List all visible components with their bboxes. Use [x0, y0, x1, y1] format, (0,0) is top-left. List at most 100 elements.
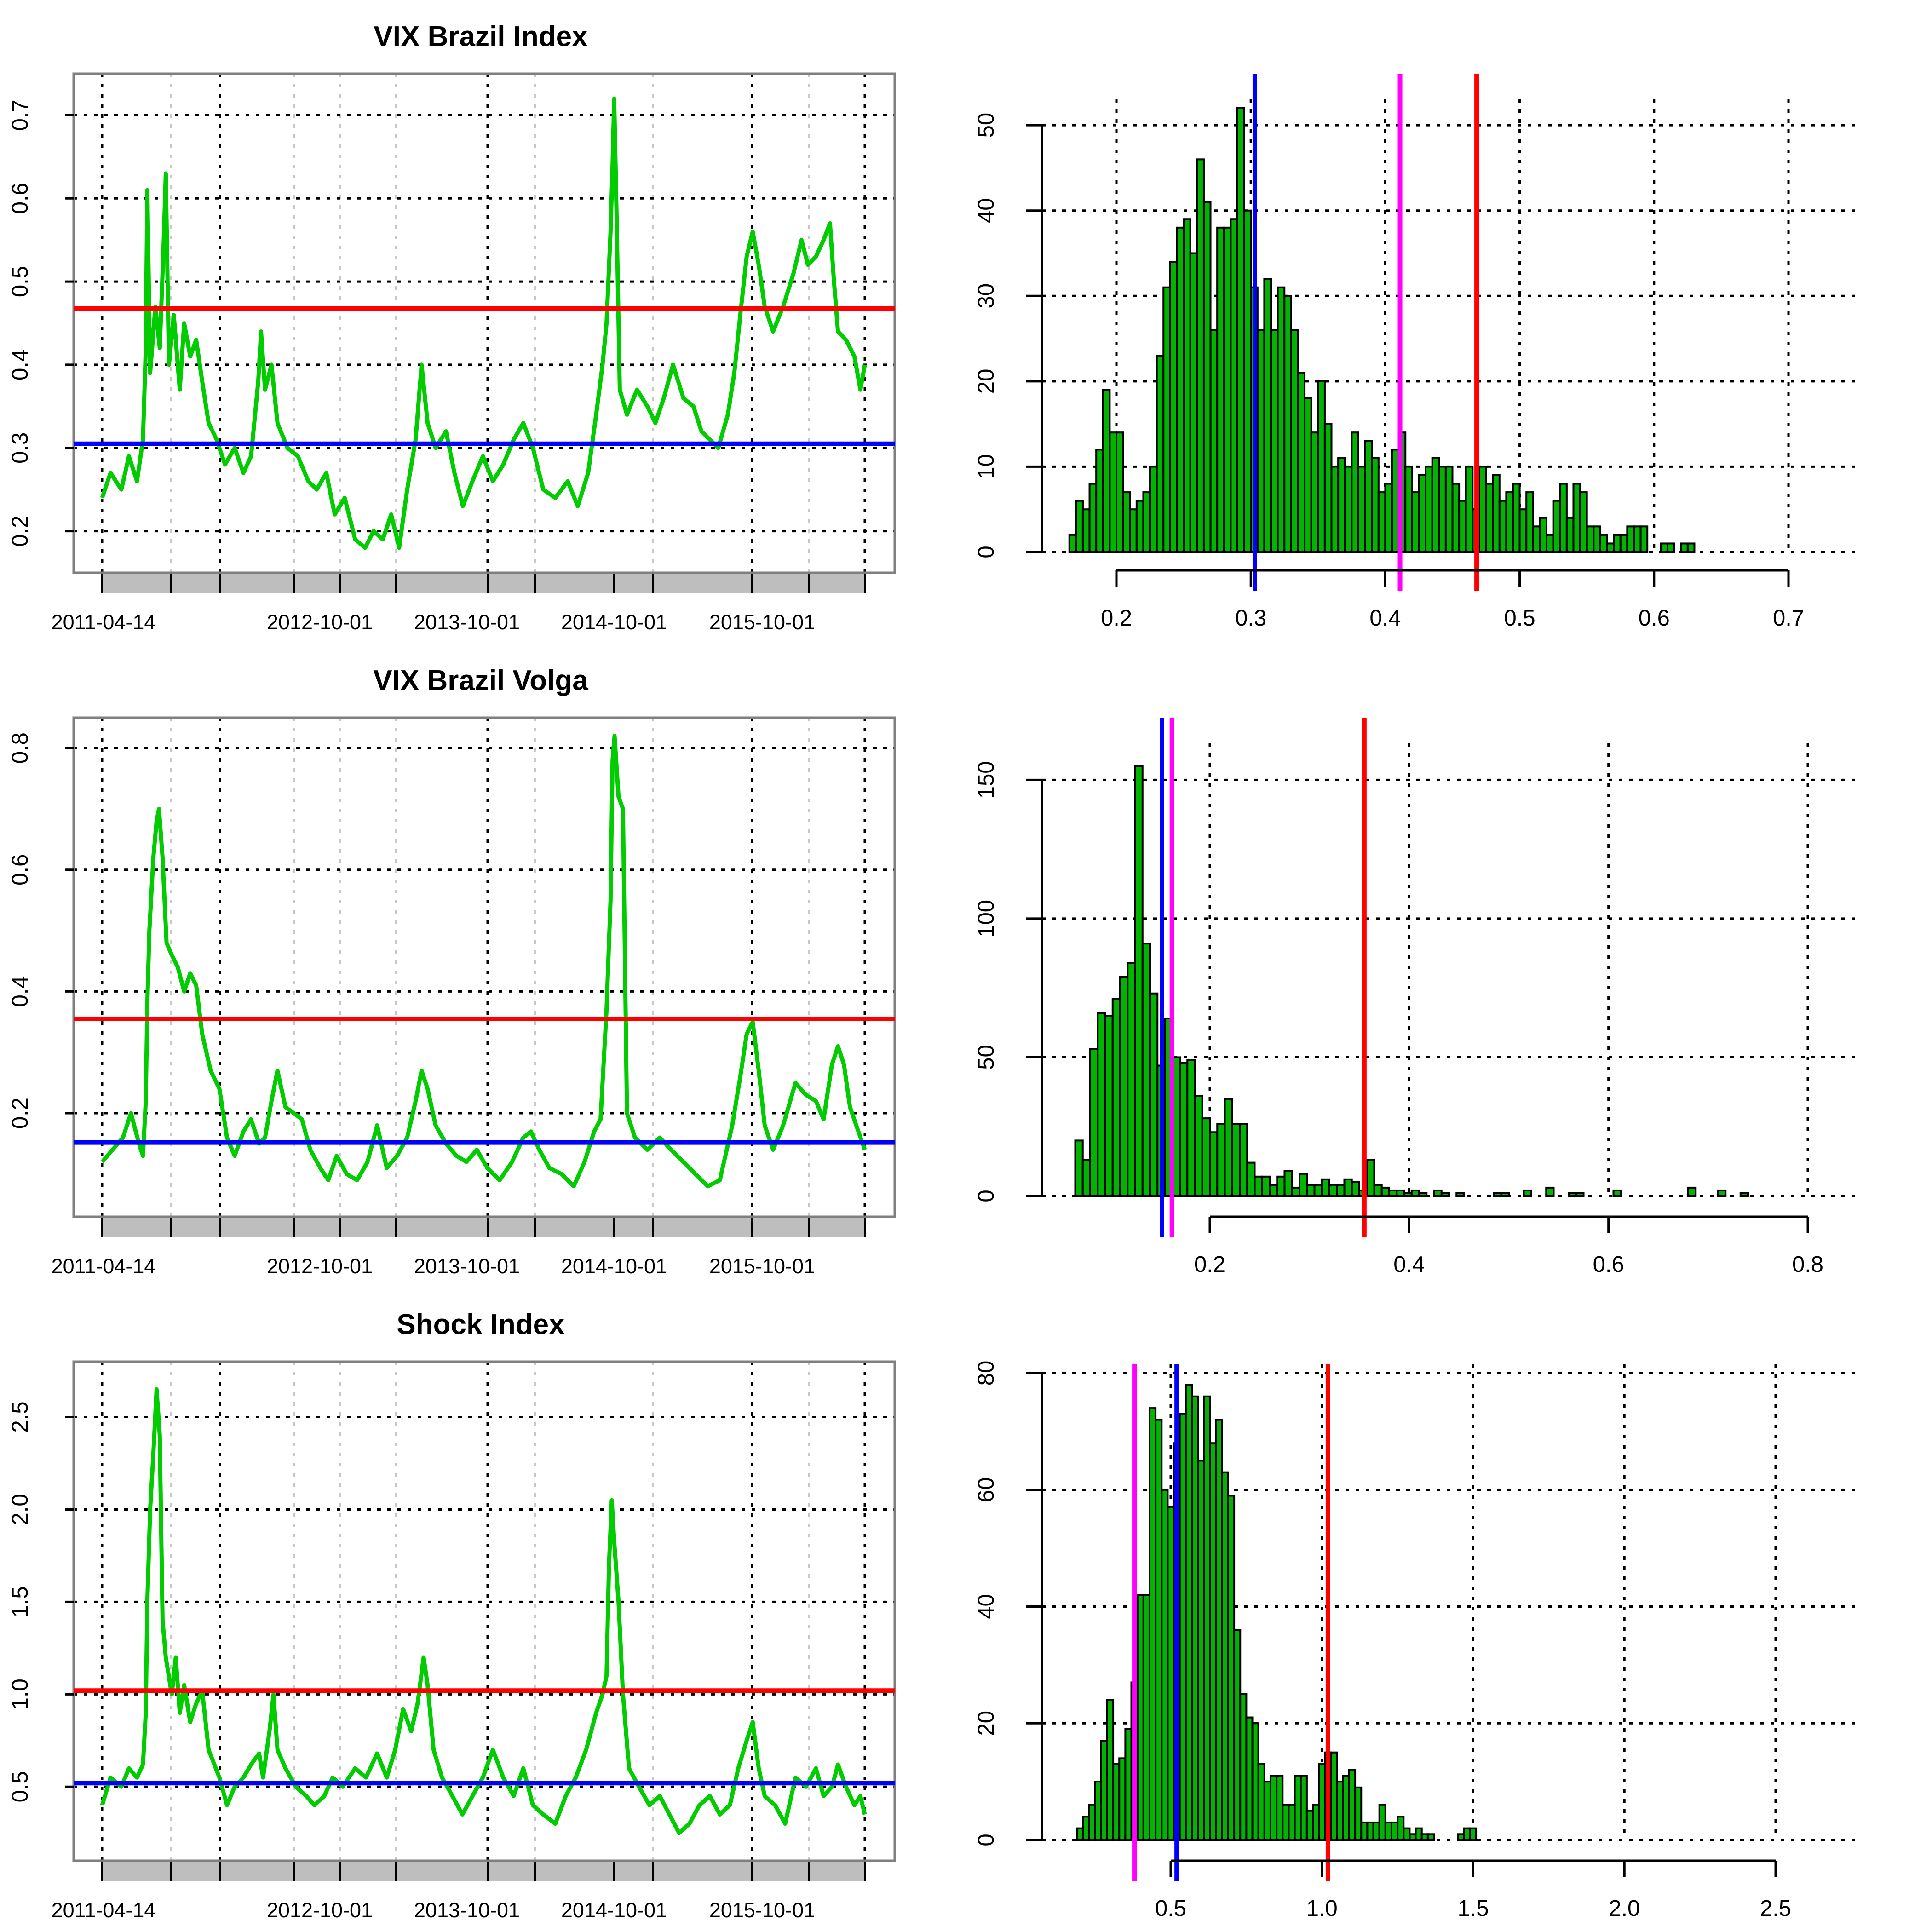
histogram-bar	[1492, 474, 1501, 553]
histogram-bar	[1444, 466, 1454, 553]
hist-panel-shock-index: 0 20 40 60 80 0.5 1.0 1.5 2.0 2.5	[974, 1361, 1861, 1921]
hist-panel-vix-volga: 0 50 100 150 0.2 0.4 0.6 0.8	[974, 718, 1861, 1277]
histogram-bar	[1377, 491, 1386, 553]
histogram-bar	[1364, 440, 1373, 553]
y-tick-label: 50	[974, 1045, 999, 1070]
x-tick-label: 2014-10-01	[561, 610, 667, 634]
hist-panel-vix-index: 0 10 20 30 40 50 0.2 0.3 0.4 0.5 0.6 0.7	[974, 74, 1861, 631]
histogram-bar	[1196, 158, 1205, 553]
histogram-bar	[1739, 1192, 1749, 1197]
y-tick-label: 1.0	[8, 1679, 33, 1710]
histogram-bar	[1328, 1184, 1338, 1197]
x-tick-label: 2011-04-14	[52, 1254, 156, 1278]
histogram-bar	[1426, 1833, 1435, 1841]
histogram-bar	[1074, 1139, 1084, 1197]
histogram-bar	[1149, 466, 1158, 553]
x-tick-label: 0.7	[1773, 606, 1804, 631]
histogram-bar	[1351, 1181, 1360, 1197]
histogram-bar	[1575, 1192, 1585, 1197]
y-tick-label: 2.5	[8, 1401, 33, 1432]
x-tick-label: 1.0	[1306, 1896, 1338, 1921]
histogram-bar	[1568, 1192, 1577, 1197]
panel-title: VIX Brazil Volga	[373, 665, 588, 696]
histogram-bar	[1256, 329, 1265, 553]
histogram-bar	[1141, 943, 1151, 1197]
histogram-bar	[1357, 466, 1366, 553]
histogram-bar	[1095, 448, 1104, 553]
histogram-bar	[1344, 466, 1353, 553]
histogram-bar	[1451, 483, 1460, 553]
x-tick-label: 0.2	[1101, 606, 1132, 631]
histogram-bar	[1081, 1159, 1091, 1197]
histogram-bar	[1411, 491, 1420, 553]
x-tick-label: 0.4	[1393, 1252, 1425, 1277]
histogram-bar	[1619, 534, 1628, 553]
y-tick-label: 0.5	[8, 266, 33, 297]
histogram-bar	[1162, 286, 1171, 553]
histogram-bar	[1336, 1184, 1346, 1197]
histogram-bar	[1351, 431, 1359, 553]
x-tick-label: 2012-10-01	[267, 1898, 373, 1922]
y-tick-label: 0.2	[8, 1098, 33, 1129]
plot-frame	[72, 716, 896, 1218]
histogram-bar	[1236, 107, 1245, 553]
x-tick-label: 2012-10-01	[267, 1254, 373, 1278]
histogram-bar	[1455, 1192, 1465, 1197]
histogram-bar	[1518, 508, 1528, 553]
histogram-bar	[1246, 1162, 1256, 1197]
y-tick-label: 0.7	[8, 99, 33, 131]
histogram-bar	[1111, 998, 1121, 1197]
x-tick-label: 2015-10-01	[709, 1898, 815, 1922]
histogram-bar	[1169, 261, 1178, 553]
histogram-bar	[1223, 226, 1232, 553]
histogram-bar	[1194, 1095, 1203, 1197]
histogram-bar	[1612, 1189, 1622, 1197]
histogram-bar	[1438, 466, 1447, 553]
histogram-bar	[1201, 1117, 1211, 1197]
x-tick-label: 2011-04-14	[52, 610, 156, 634]
histogram-bar	[1606, 542, 1615, 553]
x-tick-label: 0.8	[1792, 1252, 1823, 1277]
x-tick-label: 0.5	[1155, 1896, 1186, 1921]
y-tick-label: 0	[974, 546, 999, 558]
histogram-bar	[1075, 500, 1084, 553]
histogram-bar	[1717, 1189, 1727, 1197]
histogram-bar	[1546, 534, 1554, 553]
histogram-bar	[1216, 226, 1225, 553]
y-tick-label: 0.4	[8, 976, 33, 1007]
histogram-bar	[1209, 329, 1219, 553]
histogram-bar	[1391, 448, 1400, 553]
histogram-bar	[1418, 474, 1427, 553]
histogram-bar	[1633, 525, 1642, 553]
histogram-bar	[1545, 1186, 1555, 1197]
histogram-bar	[1505, 491, 1514, 553]
panel-title: VIX Brazil Index	[374, 21, 588, 52]
histogram-bar	[1552, 500, 1561, 553]
x-tick-label: 2015-10-01	[709, 610, 815, 634]
histogram-bar	[1300, 1775, 1308, 1841]
histogram-bar	[1433, 1189, 1443, 1197]
histogram-bar	[1485, 483, 1494, 553]
histogram-bar	[1097, 1012, 1106, 1197]
y-tick-label: 0	[974, 1190, 999, 1202]
histogram-bar	[1102, 389, 1111, 553]
histogram-bar	[1104, 1014, 1114, 1197]
histogram-bar	[1270, 329, 1279, 553]
histogram-bar	[1593, 525, 1601, 553]
date-strip	[102, 1218, 865, 1237]
histogram-bar	[1500, 1192, 1510, 1197]
x-tick-label: 1.5	[1457, 1896, 1489, 1921]
histogram-bar	[1283, 295, 1292, 553]
histogram-bar	[1343, 1178, 1353, 1197]
x-tick-label: 2015-10-01	[709, 1254, 815, 1278]
histogram-bar	[1565, 517, 1575, 553]
x-tick-label: 0.4	[1369, 606, 1401, 631]
x-tick-label: 2014-10-01	[561, 1254, 667, 1278]
histogram-bar	[1639, 525, 1649, 553]
histogram-bar	[1317, 380, 1326, 553]
histogram-bar	[1142, 491, 1151, 553]
histogram-bar	[1410, 1189, 1420, 1197]
histogram-bar	[1440, 1192, 1450, 1197]
histogram-bar	[1263, 278, 1272, 553]
